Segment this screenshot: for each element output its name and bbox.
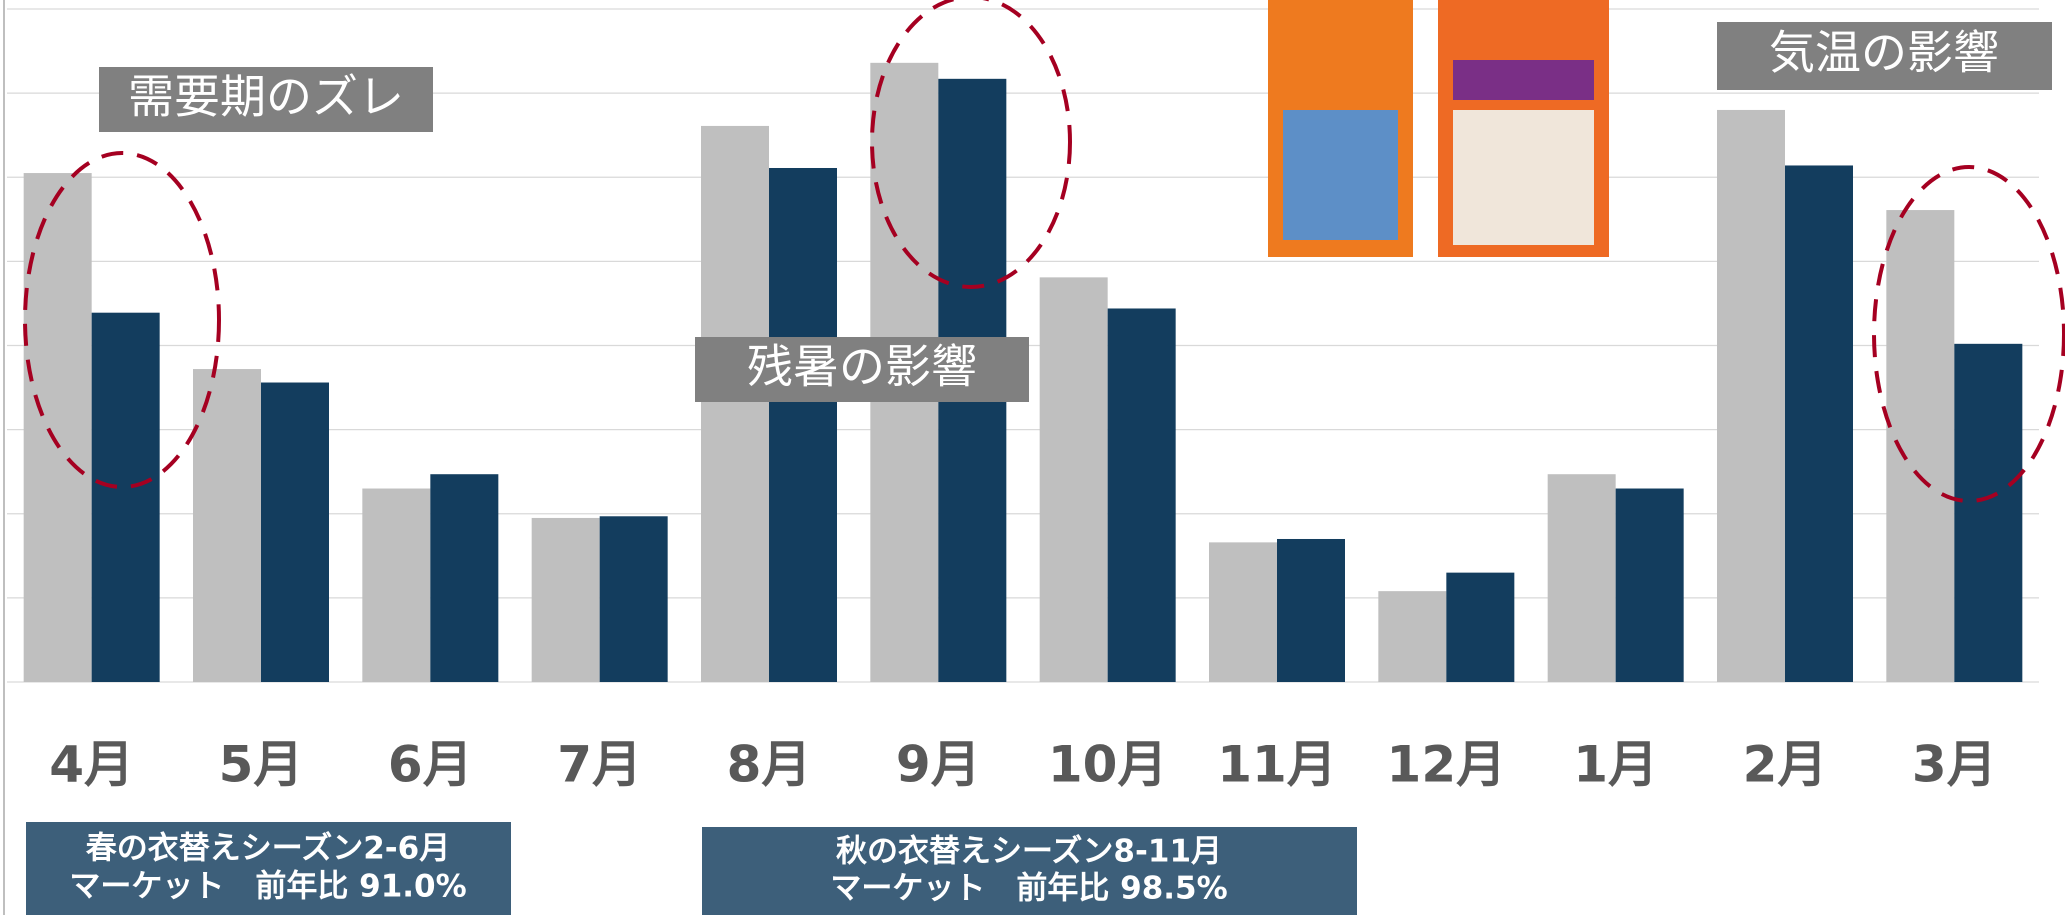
bar xyxy=(532,518,600,682)
x-labels: 4月 5月 6月 7月 8月 9月 10月 11月 12月 1月 2月 3月 xyxy=(49,736,1996,794)
bar xyxy=(92,313,160,682)
bar xyxy=(1717,110,1785,682)
annotation: 需要期のズレ xyxy=(128,70,404,124)
x-tick-label: 2月 xyxy=(1743,736,1828,794)
product-image-detail xyxy=(1453,60,1594,100)
bar xyxy=(1378,591,1446,682)
bar xyxy=(1108,308,1176,682)
x-tick-label: 3月 xyxy=(1912,736,1997,794)
x-tick-label: 1月 xyxy=(1573,736,1658,794)
bar xyxy=(362,489,430,682)
bar xyxy=(1040,277,1108,682)
note-line: マーケット 前年比 91.0% xyxy=(69,869,466,905)
x-tick-label: 9月 xyxy=(896,736,981,794)
bar xyxy=(600,516,668,682)
bar xyxy=(1209,542,1277,682)
chart: 4月 5月 6月 7月 8月 9月 10月 11月 12月 1月 2月 3月 需要期のズレ 残暑の影響… xyxy=(0,0,2065,915)
x-tick-label: 10月 xyxy=(1048,736,1168,794)
x-tick-label: 6月 xyxy=(388,736,473,794)
x-tick-label: 11月 xyxy=(1217,736,1337,794)
note-line: マーケット 前年比 98.5% xyxy=(830,871,1227,907)
bar xyxy=(1277,539,1345,682)
product-image-detail xyxy=(1453,110,1594,245)
x-tick-label: 12月 xyxy=(1387,736,1507,794)
note-line: 春の衣替えシーズン2-6月 xyxy=(86,831,450,867)
annotation: 残暑の影響 xyxy=(747,340,977,394)
x-tick-label: 7月 xyxy=(557,736,642,794)
bar xyxy=(24,173,92,682)
bar xyxy=(1446,573,1514,682)
x-tick-label: 8月 xyxy=(727,736,812,794)
bar xyxy=(769,168,837,682)
bar xyxy=(193,369,261,682)
bar xyxy=(1785,165,1853,682)
note-line: 秋の衣替えシーズン8-11月 xyxy=(836,834,1222,870)
product-image-detail xyxy=(1283,110,1398,240)
annotation: 気温の影響 xyxy=(1769,26,1999,80)
bar xyxy=(1548,474,1616,682)
x-tick-label: 4月 xyxy=(49,736,134,794)
bar xyxy=(1616,489,1684,682)
bar xyxy=(261,383,329,682)
bar xyxy=(1954,344,2022,682)
bar xyxy=(430,474,498,682)
bar xyxy=(701,126,769,682)
x-tick-label: 5月 xyxy=(219,736,304,794)
